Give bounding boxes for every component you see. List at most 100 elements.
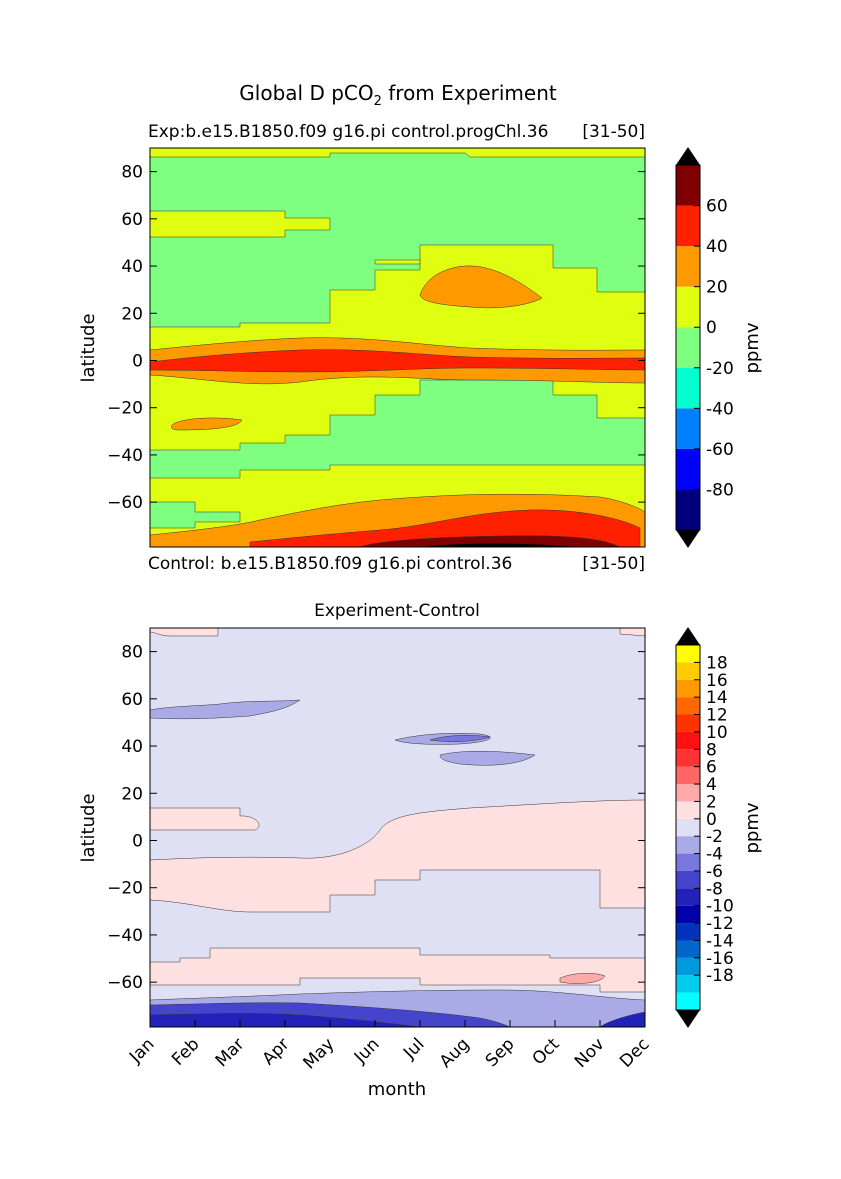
bottom-contour-58s-salmon xyxy=(559,973,606,984)
top-footer-left: Control: b.e15.B1850.f09 g16.pi control.… xyxy=(148,554,512,574)
bottom-colorbar-tick-label: -2 xyxy=(706,827,723,847)
top-colorbar-segment xyxy=(676,367,700,409)
bottom-colorbar-segment xyxy=(676,731,700,750)
top-colorbar-tick-label: -20 xyxy=(706,359,734,379)
bottom-ytick-label: 40 xyxy=(121,737,143,757)
top-contour-60n-yellow xyxy=(150,210,331,238)
top-contour-40n-sliver xyxy=(374,259,421,265)
top-colorbar-tick-label: 40 xyxy=(706,237,728,257)
top-contour-equator-red xyxy=(150,349,645,373)
bottom-xtick-label: Feb xyxy=(168,1034,203,1069)
top-colorbar-segment xyxy=(676,205,700,247)
bottom-ytick-label: 80 xyxy=(121,643,143,663)
bottom-xtick-label: Sep xyxy=(482,1034,519,1071)
bottom-ytick-label: −60 xyxy=(107,973,143,993)
bottom-colorbar-segment xyxy=(676,853,700,871)
top-ytick-label: 60 xyxy=(121,210,143,230)
bottom-colorbar-tick-label: -10 xyxy=(706,897,734,917)
bottom-colorbar-segment xyxy=(676,801,700,819)
bottom-colorbar-min-extend xyxy=(676,1010,700,1028)
bottom-colorbar-segment xyxy=(676,697,700,715)
figure-title: Global D pCO2 from Experiment xyxy=(239,81,557,109)
bottom-colorbar-segment xyxy=(676,714,700,732)
bottom-xlabel: month xyxy=(368,1079,426,1100)
bottom-colorbar-tick-label: 6 xyxy=(706,758,717,778)
bottom-xtick-label: May xyxy=(300,1034,339,1073)
top-colorbar-max-extend xyxy=(676,147,700,165)
top-ytick-label: −20 xyxy=(107,399,143,419)
bottom-colorbar-tick-label: -14 xyxy=(706,931,734,951)
bottom-xtick-label: Apr xyxy=(259,1034,294,1069)
bottom-xtick-label: Oct xyxy=(529,1034,564,1069)
bottom-colorbar-tick-label: 8 xyxy=(706,740,717,760)
bottom-xtick-label: Jun xyxy=(350,1034,384,1068)
bottom-colorbar-tick-label: 2 xyxy=(706,792,717,812)
bottom-colorbar-tick-label: -12 xyxy=(706,914,734,934)
bottom-ytick-label: −20 xyxy=(107,879,143,899)
top-ytick-label: −60 xyxy=(107,493,143,513)
bottom-xtick-label: Jul xyxy=(399,1034,428,1063)
bottom-colorbar-segment xyxy=(676,679,700,698)
bottom-contour-arctic-pink-2 xyxy=(619,628,645,637)
bottom-colorbar-segment xyxy=(676,645,700,663)
bottom-colorbar-segment xyxy=(676,749,700,767)
bottom-colorbar-segment xyxy=(676,905,700,924)
top-contour-southern-black xyxy=(420,543,580,547)
bottom-colorbar-tick-label: 16 xyxy=(706,671,728,691)
bottom-xtick-label: Dec xyxy=(616,1034,653,1071)
bottom-colorbar-tick-label: 4 xyxy=(706,775,717,795)
bottom-colorbar-tick-label: -8 xyxy=(706,879,723,899)
top-colorbar-segment xyxy=(676,327,700,368)
bottom-colorbar-tick-label: 12 xyxy=(706,706,728,726)
bottom-colorbar-segment xyxy=(676,992,700,1010)
bottom-colorbar-segment xyxy=(676,957,700,976)
bottom-contour-antarctic-darkblue-east xyxy=(599,1011,645,1027)
top-contour-southern-darkred xyxy=(359,535,621,547)
bottom-ytick-label: 60 xyxy=(121,690,143,710)
bottom-axes-frame xyxy=(149,627,646,1028)
top-colorbar-segment xyxy=(676,489,700,530)
bottom-contour-55s-pink xyxy=(150,947,645,993)
bottom-colorbar-tick-label: 10 xyxy=(706,723,728,743)
bottom-contour-10n-pink-west xyxy=(150,807,260,831)
top-colorbar-tick-label: 20 xyxy=(706,278,728,298)
top-contour-arctic-yellow xyxy=(150,148,645,158)
bottom-ytick-label: 20 xyxy=(121,784,143,804)
top-colorbar-tick-label: -60 xyxy=(706,440,734,460)
bottom-contour-arctic-pink xyxy=(150,628,219,637)
top-colorbar-min-extend xyxy=(676,530,700,548)
bottom-ylabel: latitude xyxy=(78,793,99,862)
top-ytick-label: 40 xyxy=(121,257,143,277)
bottom-contour-55n-blue xyxy=(150,699,301,720)
top-colorbar-segment xyxy=(676,165,700,206)
bottom-contour-42n-darkblue xyxy=(429,735,491,742)
top-ytick-label: 80 xyxy=(121,163,143,183)
bottom-colorbar-max-extend xyxy=(676,627,700,645)
bottom-ytick-label: −40 xyxy=(107,926,143,946)
top-contour-25s-orange xyxy=(171,417,243,431)
bottom-xtick-label: Mar xyxy=(212,1034,249,1071)
top-colorbar-segment xyxy=(676,286,700,328)
top-colorbar: 60 40 20 0 -20 -40 -60 -80 xyxy=(675,147,734,548)
top-colorbar-segment xyxy=(676,246,700,287)
top-plot-area xyxy=(150,148,645,547)
top-ylabel: latitude xyxy=(78,313,99,382)
top-colorbar-tick-label: -80 xyxy=(706,480,734,500)
top-colorbar-label: ppmv xyxy=(742,322,763,373)
bottom-colorbar-segment xyxy=(676,818,700,837)
bottom-xtick-label: Jan xyxy=(125,1034,158,1067)
bottom-x-axis: Jan Feb Mar Apr May Jun Jul Aug Sep Oct Nov Dec xyxy=(125,1020,654,1073)
bottom-colorbar-segment xyxy=(676,975,700,993)
top-axes-frame xyxy=(149,147,646,548)
bottom-colorbar-tick-label: -18 xyxy=(706,966,734,986)
bottom-colorbar-tick-label: -6 xyxy=(706,862,723,882)
bottom-colorbar-segment xyxy=(676,766,700,785)
bottom-ytick-label: 0 xyxy=(132,831,143,851)
bottom-colorbar-segment xyxy=(676,923,700,941)
bottom-colorbar-segment xyxy=(676,662,700,680)
bottom-colorbar-segment xyxy=(676,784,700,802)
top-ytick-label: −40 xyxy=(107,446,143,466)
top-ytick-label: 0 xyxy=(132,351,143,371)
